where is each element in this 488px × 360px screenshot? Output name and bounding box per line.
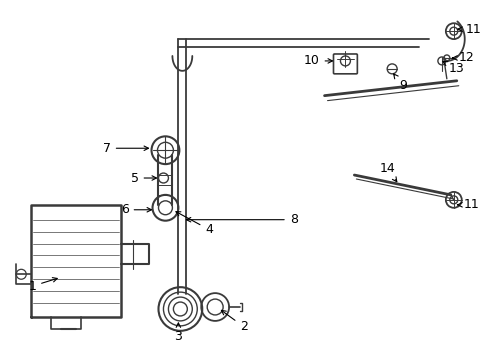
Text: 6: 6 [121, 203, 151, 216]
Text: 4: 4 [176, 212, 213, 236]
Text: 10: 10 [303, 54, 332, 67]
Text: 13: 13 [442, 62, 464, 75]
Text: 7: 7 [102, 142, 148, 155]
Text: 9: 9 [393, 74, 406, 92]
Text: 1: 1 [28, 278, 57, 293]
Text: 8: 8 [186, 213, 297, 226]
Text: 5: 5 [130, 171, 156, 185]
Text: 3: 3 [174, 323, 182, 343]
Text: 11: 11 [457, 198, 479, 211]
Text: 14: 14 [379, 162, 396, 182]
Text: 12: 12 [452, 51, 473, 64]
Text: 11: 11 [457, 23, 481, 36]
Text: 2: 2 [221, 310, 247, 333]
